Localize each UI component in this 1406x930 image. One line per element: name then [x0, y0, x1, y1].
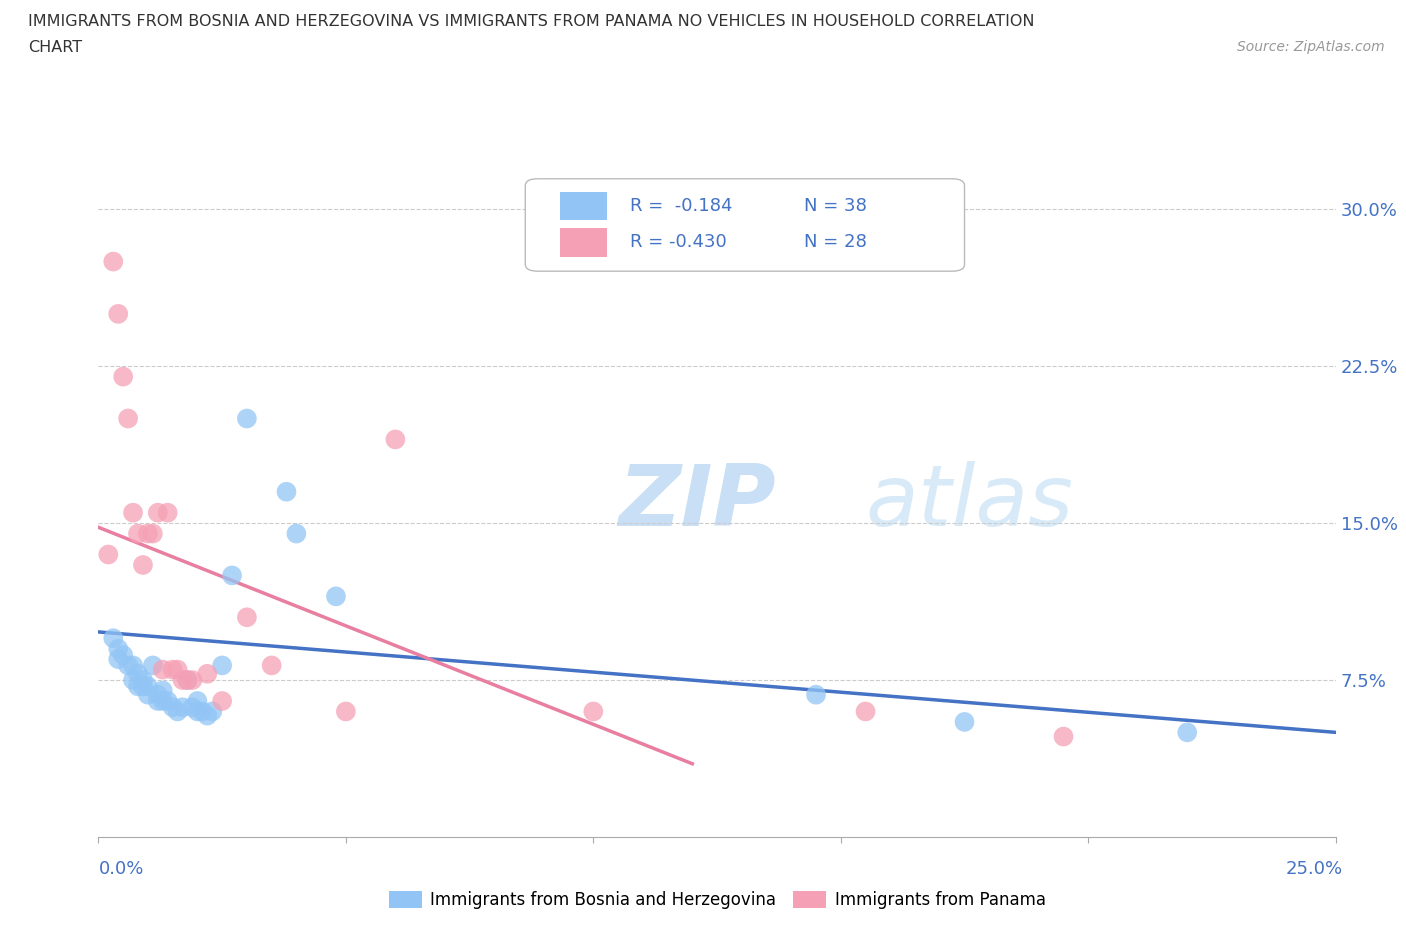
Text: atlas: atlas [866, 460, 1074, 544]
Point [122, 505, 145, 520]
Point [112, 369, 135, 384]
Point [146, 505, 169, 520]
Point [166, 662, 188, 677]
Point [107, 652, 129, 667]
Point [162, 662, 184, 677]
Point [176, 672, 198, 687]
Point [953, 714, 976, 729]
Point [127, 526, 149, 541]
Point [1175, 725, 1198, 740]
Text: R =  -0.184: R = -0.184 [630, 197, 733, 215]
Point [132, 558, 155, 573]
Legend: Immigrants from Bosnia and Herzegovina, Immigrants from Panama: Immigrants from Bosnia and Herzegovina, … [382, 884, 1052, 916]
Point [122, 672, 145, 687]
Point [146, 687, 169, 702]
Point [142, 658, 165, 673]
Point [176, 672, 198, 687]
Point [107, 307, 129, 322]
Point [855, 704, 877, 719]
Point [186, 694, 208, 709]
Point [162, 700, 184, 715]
Text: N = 38: N = 38 [804, 197, 866, 215]
Point [152, 683, 174, 698]
Point [112, 647, 135, 662]
Point [136, 679, 159, 694]
Point [181, 672, 204, 687]
Point [136, 526, 159, 541]
Text: CHART: CHART [28, 40, 82, 55]
Point [122, 658, 145, 673]
Point [127, 679, 149, 694]
Point [156, 694, 179, 709]
Point [384, 432, 406, 447]
Point [142, 526, 165, 541]
Point [335, 704, 357, 719]
Point [211, 694, 233, 709]
Point [236, 610, 259, 625]
Point [152, 694, 174, 709]
FancyBboxPatch shape [560, 229, 607, 257]
Point [156, 505, 179, 520]
Text: ZIP: ZIP [619, 460, 776, 544]
Text: Source: ZipAtlas.com: Source: ZipAtlas.com [1237, 40, 1385, 54]
Point [201, 704, 224, 719]
Point [186, 704, 208, 719]
Point [195, 709, 218, 724]
Point [191, 704, 214, 719]
Point [804, 687, 827, 702]
Point [236, 411, 259, 426]
Text: N = 28: N = 28 [804, 233, 866, 251]
Point [132, 679, 155, 694]
Point [127, 667, 149, 682]
Point [181, 700, 204, 715]
Point [117, 658, 139, 673]
Point [582, 704, 605, 719]
Point [103, 254, 125, 269]
Point [221, 568, 243, 583]
Point [117, 411, 139, 426]
Point [1052, 729, 1074, 744]
Text: 25.0%: 25.0% [1285, 860, 1343, 878]
Point [146, 694, 169, 709]
Point [211, 658, 233, 673]
FancyBboxPatch shape [526, 179, 965, 272]
Point [195, 667, 218, 682]
Point [285, 526, 308, 541]
Text: 0.0%: 0.0% [98, 860, 143, 878]
Point [172, 700, 194, 715]
Point [103, 631, 125, 645]
Point [152, 662, 174, 677]
Point [136, 687, 159, 702]
Point [166, 704, 188, 719]
Point [172, 672, 194, 687]
Point [97, 547, 120, 562]
Text: IMMIGRANTS FROM BOSNIA AND HERZEGOVINA VS IMMIGRANTS FROM PANAMA NO VEHICLES IN : IMMIGRANTS FROM BOSNIA AND HERZEGOVINA V… [28, 14, 1035, 29]
Point [260, 658, 283, 673]
Text: R = -0.430: R = -0.430 [630, 233, 727, 251]
Point [132, 672, 155, 687]
Point [107, 642, 129, 657]
Point [276, 485, 298, 499]
FancyBboxPatch shape [560, 193, 607, 220]
Point [325, 589, 347, 604]
